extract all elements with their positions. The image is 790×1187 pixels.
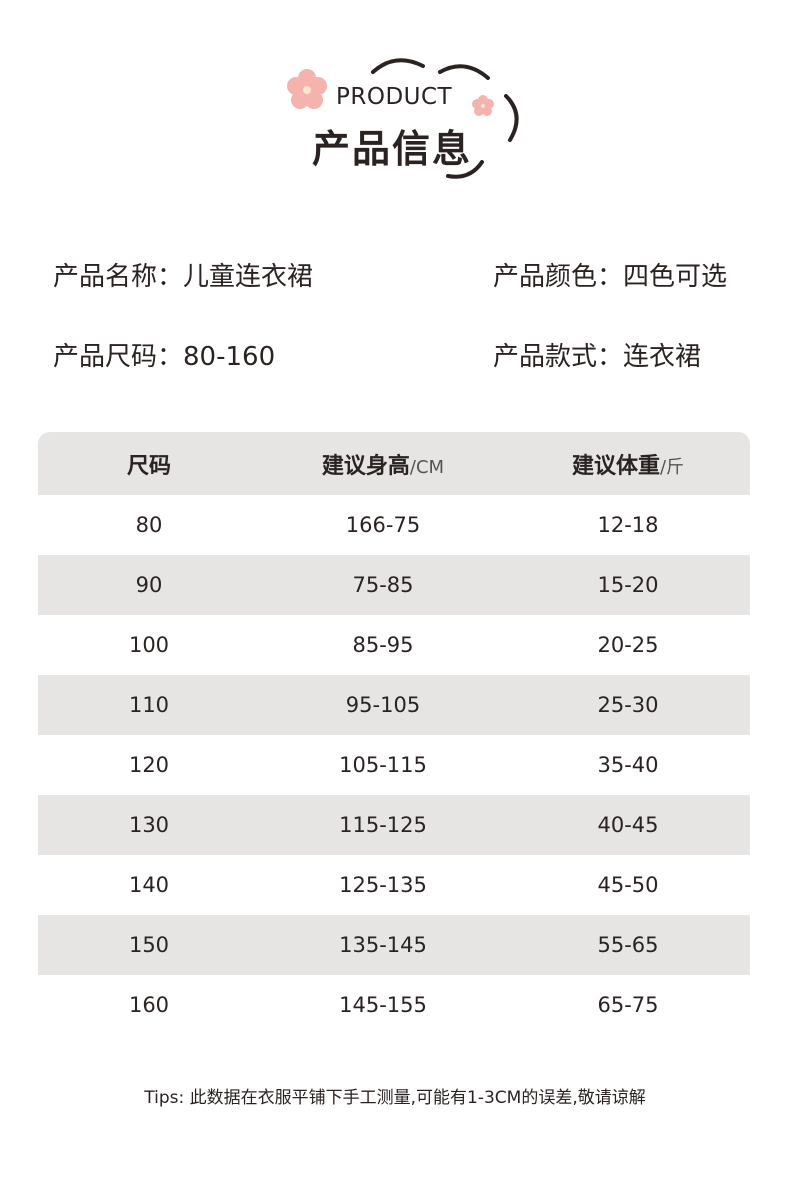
header-unit: /斤 — [659, 456, 685, 478]
logo-title: 产品信息 — [312, 127, 473, 171]
cell-height: 166-75 — [345, 513, 421, 537]
cell-height: 145-155 — [339, 993, 427, 1017]
cell-height: 95-105 — [345, 693, 421, 717]
table-header: 尺码 建议身高/CM 建议体重/斤 — [38, 432, 750, 495]
size-table: 尺码 建议身高/CM 建议体重/斤 80 166-75 12-18 90 75-85 15… — [38, 432, 750, 1035]
table-row: 110 95-105 25-30 — [38, 675, 750, 735]
cell-height: 125-135 — [339, 873, 427, 897]
cell-weight: 12-18 — [597, 513, 659, 537]
cell-weight: 40-45 — [597, 813, 659, 837]
table-row: 160 145-155 65-75 — [38, 975, 750, 1035]
header-text: 建议身高 — [321, 453, 410, 479]
flower-decoration-icon — [287, 58, 519, 179]
cell-weight: 65-75 — [597, 993, 659, 1017]
cell-height: 105-115 — [339, 753, 427, 777]
table-row: 90 75-85 15-20 — [38, 555, 750, 615]
cell-weight: 20-25 — [597, 633, 659, 657]
cell-size: 110 — [128, 693, 170, 717]
info-label: 产品尺码： — [53, 342, 184, 372]
cell-height: 75-85 — [352, 573, 414, 597]
info-value: 80-160 — [183, 342, 276, 372]
info-label: 产品颜色： — [493, 262, 624, 292]
cell-size: 160 — [128, 993, 170, 1017]
info-product-name: 产品名称：儿童连衣裙 — [53, 256, 313, 293]
cell-size: 120 — [128, 753, 170, 777]
cell-size: 100 — [128, 633, 170, 657]
header-text: 尺码 — [126, 453, 171, 479]
cell-weight: 55-65 — [597, 933, 659, 957]
cell-size: 80 — [135, 513, 163, 537]
table-row: 80 166-75 12-18 — [38, 495, 750, 555]
info-value: 四色可选 — [623, 262, 728, 292]
header-weight: 建议体重/斤 — [506, 448, 750, 480]
info-product-size: 产品尺码：80-160 — [53, 336, 275, 373]
cell-weight: 25-30 — [597, 693, 659, 717]
cell-size: 150 — [128, 933, 170, 957]
table-row: 120 105-115 35-40 — [38, 735, 750, 795]
cell-height: 115-125 — [339, 813, 427, 837]
cell-size: 130 — [128, 813, 170, 837]
table-row: 140 125-135 45-50 — [38, 855, 750, 915]
cell-height: 85-95 — [352, 633, 414, 657]
product-info-logo: PRODUCT 产品信息 — [270, 40, 530, 200]
info-label: 产品名称： — [53, 262, 184, 292]
info-product-color: 产品颜色：四色可选 — [493, 256, 727, 293]
header-size: 尺码 — [38, 448, 260, 480]
table-row: 100 85-95 20-25 — [38, 615, 750, 675]
logo-english-text: PRODUCT — [336, 84, 453, 110]
cell-size: 90 — [135, 573, 163, 597]
header-height: 建议身高/CM — [260, 448, 506, 480]
header-unit: /CM — [409, 456, 445, 478]
info-product-style: 产品款式：连衣裙 — [493, 336, 701, 373]
header-text: 建议体重 — [571, 453, 660, 479]
tips-note: Tips: 此数据在衣服平铺下手工测量,可能有1-3CM的误差,敬请谅解 — [144, 1088, 646, 1108]
cell-weight: 35-40 — [597, 753, 659, 777]
table-row: 130 115-125 40-45 — [38, 795, 750, 855]
info-value: 儿童连衣裙 — [183, 262, 314, 292]
cell-weight: 45-50 — [597, 873, 659, 897]
cell-height: 135-145 — [339, 933, 427, 957]
cell-weight: 15-20 — [597, 573, 659, 597]
info-label: 产品款式： — [493, 342, 624, 372]
table-row: 150 135-145 55-65 — [38, 915, 750, 975]
info-value: 连衣裙 — [623, 342, 702, 372]
cell-size: 140 — [128, 873, 170, 897]
